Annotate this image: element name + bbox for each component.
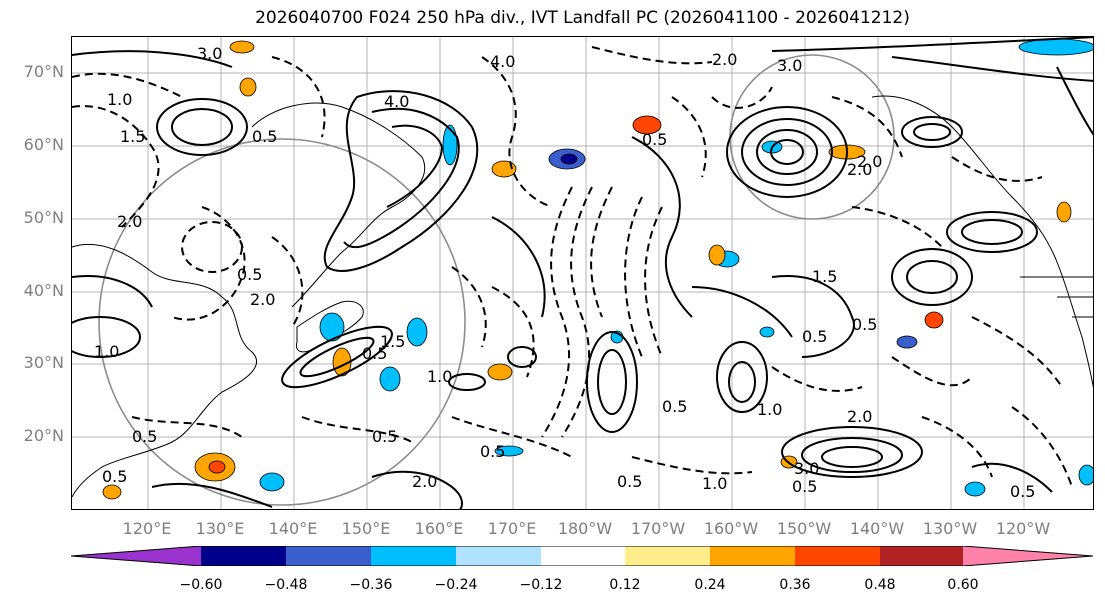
contour-label: 2.0: [847, 407, 872, 426]
contour-label: 0.5: [252, 127, 277, 146]
dashed-contours: [72, 46, 1073, 488]
contour-label: 1.5: [380, 332, 405, 351]
contour-label: 0.5: [132, 427, 157, 446]
lat-label-30n: 30°N: [23, 353, 64, 372]
contour-label: 0.5: [1010, 482, 1035, 501]
contour-label: 2.0: [117, 212, 142, 231]
colorbar-tick-label: −0.24: [434, 577, 478, 593]
colorbar-tick-label: 0.48: [864, 577, 896, 593]
contour-label: 0.5: [480, 442, 505, 461]
lat-label-70n: 70°N: [23, 62, 64, 81]
colorbar-tick-label: 0.36: [779, 577, 811, 593]
colorbar-swatch: [201, 546, 286, 566]
lon-label-150w: 150°W: [776, 519, 832, 538]
contour-label: 0.5: [852, 315, 877, 334]
lat-label-40n: 40°N: [23, 281, 64, 300]
lon-label-120w: 120°W: [995, 519, 1051, 538]
contour-label: 4.0: [490, 52, 515, 71]
colorbar-tick-label: 0.12: [609, 577, 641, 593]
contour-label: 2.0: [857, 152, 882, 171]
contour-label: 0.5: [237, 265, 262, 284]
colorbar: [71, 546, 1094, 566]
contour-label: 3.0: [794, 459, 819, 478]
lon-label-160w: 160°W: [703, 519, 759, 538]
colorbar-swatch: [795, 546, 880, 566]
contour-label: 1.0: [107, 90, 132, 109]
contour-label: 3.0: [777, 56, 802, 75]
colorbar-tick-label: 0.24: [694, 577, 726, 593]
colorbar-swatch: [710, 546, 795, 566]
contour-label: 4.0: [384, 92, 409, 111]
contour-label: 0.5: [802, 327, 827, 346]
solid-contours: [72, 37, 1093, 509]
colorbar-tick-label: −0.60: [179, 577, 223, 593]
lon-label-160e: 160°E: [414, 519, 464, 538]
contour-label: 0.5: [372, 427, 397, 446]
lon-label-170w: 170°W: [630, 519, 686, 538]
contour-label: 2.0: [712, 50, 737, 69]
contour-label: 0.5: [617, 472, 642, 491]
contour-label: 1.0: [702, 474, 727, 493]
contour-label: 0.5: [102, 467, 127, 486]
contour-label: 1.0: [427, 367, 452, 386]
contour-label: 1.5: [120, 127, 145, 146]
lon-label-170e: 170°E: [487, 519, 537, 538]
map-canvas: 3.0 4.0 2.0 0.5 1.0 1.5 0.5 4.0 3.0 2.0 …: [72, 37, 1093, 509]
contour-label: 0.5: [792, 477, 817, 496]
colorbar-swatch: [286, 546, 371, 566]
colorbar-tick-label: −0.36: [349, 577, 393, 593]
divergence-shading: [102, 38, 1093, 500]
lon-label-140e: 140°E: [268, 519, 318, 538]
lon-label-140w: 140°W: [849, 519, 905, 538]
lon-label-120e: 120°E: [122, 519, 172, 538]
contour-label: 2.0: [250, 290, 275, 309]
contour-label: 1.0: [94, 342, 119, 361]
map-panel: 3.0 4.0 2.0 0.5 1.0 1.5 0.5 4.0 3.0 2.0 …: [71, 36, 1094, 510]
colorbar-outline: [71, 546, 1094, 566]
lat-label-20n: 20°N: [23, 426, 64, 445]
figure-title: 2026040700 F024 250 hPa div., IVT Landfa…: [255, 8, 910, 28]
lat-label-60n: 60°N: [23, 135, 64, 154]
contour-label: 2.0: [847, 160, 872, 179]
lat-label-50n: 50°N: [23, 208, 64, 227]
contour-label: 3.0: [197, 44, 222, 63]
contour-label: 0.5: [642, 130, 667, 149]
contour-label: 0.5: [662, 397, 687, 416]
contour-labels: 3.0 4.0 2.0 0.5 1.0 1.5 0.5 4.0 3.0 2.0 …: [94, 44, 1035, 501]
lon-label-130w: 130°W: [922, 519, 978, 538]
graticule: [72, 37, 1093, 509]
colorbar-swatch: [541, 546, 625, 566]
colorbar-swatch: [880, 546, 963, 566]
lon-label-130e: 130°E: [195, 519, 245, 538]
colorbar-swatch: [371, 546, 456, 566]
colorbar-tick-label: 0.60: [947, 577, 979, 593]
lon-label-150e: 150°E: [341, 519, 391, 538]
colorbar-tick-label: −0.48: [264, 577, 308, 593]
colorbar-swatch: [963, 546, 1093, 566]
colorbar-swatch: [456, 546, 541, 566]
lon-label-180w: 180°W: [557, 519, 613, 538]
contour-label: 2.0: [412, 472, 437, 491]
colorbar-swatch: [625, 546, 710, 566]
colorbar-swatch: [71, 546, 201, 566]
contour-label: 0.5: [362, 344, 387, 363]
contour-label: 1.5: [812, 267, 837, 286]
contour-label: 1.0: [757, 400, 782, 419]
colorbar-tick-label: −0.12: [519, 577, 563, 593]
